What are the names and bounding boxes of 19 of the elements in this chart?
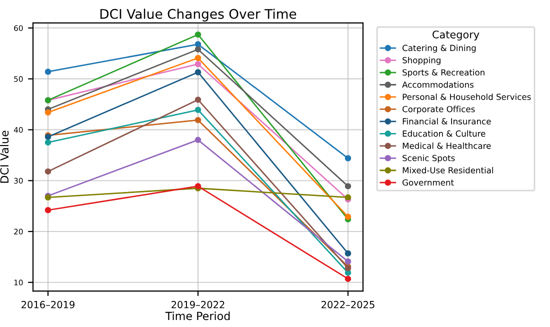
legend-label: Shopping [402,56,440,65]
legend-label: Personal & Household Services [402,94,531,100]
legend-label: Corporate Offices [402,106,475,114]
legend-label: Government [402,179,454,186]
legend-title: Category [432,30,480,40]
legend-label: Education & Culture [402,130,486,137]
y-axis-title: DCI Value [0,130,9,183]
x-tick-label: 2019–2022 [172,300,224,308]
x-axis-title: Time Period [165,312,230,320]
chart-title: DCI Value Changes Over Time [100,8,296,22]
legend-label: Catering & Dining [402,44,476,53]
legend-label: Medical & Healthcare [402,142,491,149]
legend-label: Financial & Insurance [402,118,491,124]
legend-label: Mixed-Use Residential [402,166,494,174]
legend-label: Sports & Recreation [402,69,484,78]
legend-label: Accommodations [402,81,474,88]
x-tick-label: 2022–2025 [322,300,374,308]
x-tick-label: 2016–2019 [22,300,74,308]
legend-label: Scenic Spots [402,154,455,163]
